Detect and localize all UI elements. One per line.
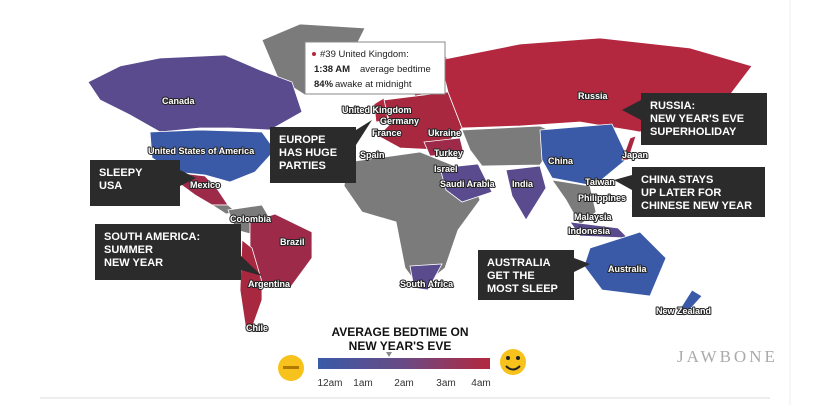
- callout-text: SUPERHOLIDAY: [650, 126, 737, 138]
- tooltip-title: #39 United Kingdom:: [320, 49, 409, 60]
- country-label: China: [548, 156, 574, 166]
- country-label: South Africa: [400, 279, 454, 289]
- country-label: Mexico: [190, 180, 221, 190]
- country-label: Russia: [578, 91, 609, 101]
- country-label: Saudi Arabia: [440, 179, 496, 189]
- callout-text: SLEEPY: [99, 167, 143, 179]
- country-label: Malaysia: [574, 212, 613, 222]
- country-label: Argentina: [248, 279, 291, 289]
- country-label: Colombia: [230, 214, 272, 224]
- legend-tick-label: 12am: [317, 378, 342, 389]
- japan: [621, 135, 637, 161]
- country-label: Germany: [380, 116, 419, 126]
- callout-text: NEW YEAR: [104, 257, 163, 269]
- callout-pointer: [356, 120, 372, 145]
- callout-pointer: [180, 170, 196, 186]
- country-label: Spain: [360, 150, 385, 160]
- awake-eye: [506, 356, 510, 360]
- tooltip-box: [304, 41, 446, 95]
- awake-eye: [516, 356, 520, 360]
- country-label: Canada: [162, 96, 196, 106]
- country-label: Japan: [622, 150, 648, 160]
- legend-title: AVERAGE BEDTIME ON: [331, 325, 468, 339]
- tooltip-value: 1:38 AM: [314, 64, 350, 75]
- callout-pointer: [614, 175, 632, 190]
- callout-text: CHINESE NEW YEAR: [641, 200, 752, 212]
- legend-tick-label: 4am: [471, 378, 490, 389]
- country-label: Turkey: [434, 148, 463, 158]
- country-label: Taiwan: [585, 177, 615, 187]
- country-label: Israel: [434, 164, 458, 174]
- callout-pointer: [622, 100, 641, 120]
- country-label: France: [372, 128, 402, 138]
- callout-text: SOUTH AMERICA:: [104, 231, 200, 243]
- country-label: Philippines: [578, 193, 626, 203]
- uk: [373, 97, 389, 123]
- tooltip-value: 84%: [314, 79, 334, 90]
- tooltip: #39 United Kingdom: 1:38 AM average bedt…: [304, 41, 446, 95]
- callout-text: CHINA STAYS: [641, 174, 713, 186]
- callout-pointer: [574, 258, 590, 272]
- turkey: [423, 137, 465, 157]
- se-asia: [551, 179, 597, 226]
- legend-title: NEW YEAR'S EVE: [349, 339, 452, 353]
- legend-pointer: [386, 352, 392, 357]
- central-asia: [461, 125, 561, 167]
- tooltip-text: awake at midnight: [335, 79, 412, 90]
- callout-text: EUROPE: [279, 134, 325, 146]
- legend-bar: [318, 358, 490, 369]
- country-label: United States of America: [148, 146, 255, 156]
- callout-text: HAS HUGE: [279, 147, 337, 159]
- legend-tick-label: 2am: [394, 378, 413, 389]
- callout-text: USA: [99, 180, 122, 192]
- country-label: Chile: [246, 323, 268, 333]
- country-label: India: [512, 179, 534, 189]
- legend-tick-label: 1am: [353, 378, 372, 389]
- country-label: New Zealand: [656, 306, 711, 316]
- awake-face: [500, 349, 526, 375]
- callout-text: GET THE: [487, 270, 535, 282]
- country-label: Australia: [608, 264, 648, 274]
- callout-box: [95, 224, 241, 280]
- country-label: Ukraine: [428, 128, 461, 138]
- saudi-arabia: [439, 163, 493, 203]
- callout-text: NEW YEAR'S EVE: [650, 113, 744, 125]
- sleepy-eyes: [283, 366, 299, 369]
- country-label: Brazil: [280, 237, 305, 247]
- callout-text: AUSTRALIA: [487, 257, 551, 269]
- new-zealand: [677, 289, 703, 317]
- china: [539, 123, 629, 187]
- callout-text: RUSSIA:: [650, 100, 695, 112]
- awake-mouth: [505, 365, 521, 371]
- callout-box: [270, 127, 356, 183]
- legend: AVERAGE BEDTIME ON NEW YEAR'S EVE: [278, 325, 526, 381]
- country-label: Indonesia: [568, 226, 611, 236]
- callout-text: SUMMER: [104, 244, 153, 256]
- tooltip-dot: [312, 52, 316, 56]
- callout-text: MOST SLEEP: [487, 283, 558, 295]
- callout-text: UP LATER FOR: [641, 187, 721, 199]
- callout-text: PARTIES: [279, 160, 326, 172]
- brand: JAWBONE: [677, 347, 778, 366]
- canada: [87, 54, 303, 133]
- callout-box: [478, 250, 574, 300]
- south-africa: [409, 263, 443, 291]
- india: [505, 165, 547, 221]
- callout-box: [632, 167, 765, 217]
- callout-box: [641, 93, 767, 145]
- tooltip-text: average bedtime: [360, 64, 431, 75]
- callout-pointer: [241, 256, 262, 276]
- legend-tick-label: 3am: [436, 378, 455, 389]
- callout-box: [90, 160, 180, 206]
- country-label: United Kingdom: [342, 105, 412, 115]
